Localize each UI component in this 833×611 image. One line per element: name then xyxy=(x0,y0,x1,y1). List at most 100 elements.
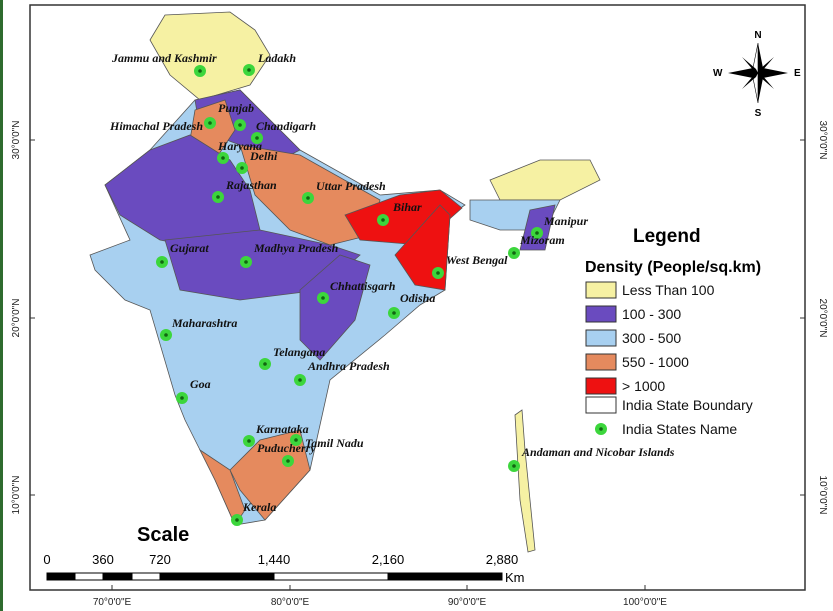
state-point-center xyxy=(247,68,251,72)
legend-swatch xyxy=(585,377,617,395)
compass-needle xyxy=(742,57,758,73)
scale-unit: Km xyxy=(505,570,525,585)
compass-w: W xyxy=(713,68,723,79)
region xyxy=(299,254,371,361)
compass-s: S xyxy=(755,108,762,119)
compass-n: N xyxy=(754,30,761,41)
latitude-label: 20°0'0"N xyxy=(817,299,828,338)
legend-swatch xyxy=(585,396,617,414)
state-point-center xyxy=(294,438,298,442)
state-label: Andaman and Nicobar Islands xyxy=(521,445,675,459)
state-label: Punjab xyxy=(218,101,254,115)
legend-swatch xyxy=(585,305,617,323)
region xyxy=(229,429,311,521)
legend-label: 100 - 300 xyxy=(622,306,681,322)
state-label: Jammu and Kashmir xyxy=(111,51,217,65)
state-label: Himachal Pradesh xyxy=(109,119,203,133)
compass-needle xyxy=(728,68,758,78)
state-label: West Bengal xyxy=(446,253,508,267)
scale-tick-label: 720 xyxy=(149,552,171,567)
state-label: Rajasthan xyxy=(225,178,277,192)
latitude-label: 20°0'0"N xyxy=(11,299,22,338)
state-label: Telangana xyxy=(273,345,325,359)
longitude-label: 90°0'0"E xyxy=(448,597,487,608)
state-point-center xyxy=(164,333,168,337)
state-point-center xyxy=(198,69,202,73)
compass-needle xyxy=(742,73,758,89)
legend-title: Legend xyxy=(633,226,701,247)
state-label: Delhi xyxy=(249,149,278,163)
state-label: Tamil Nadu xyxy=(305,436,364,450)
state-point-center xyxy=(321,296,325,300)
legend-swatch xyxy=(585,281,617,299)
longitude-label: 80°0'0"E xyxy=(271,597,310,608)
state-label: Odisha xyxy=(400,291,435,305)
longitude-label: 70°0'0"E xyxy=(93,597,132,608)
legend-swatch xyxy=(585,353,617,371)
state-point-center xyxy=(392,311,396,315)
compass-needle xyxy=(758,57,774,73)
region xyxy=(104,134,261,251)
state-label: Bihar xyxy=(392,200,422,214)
scale-segment xyxy=(131,572,161,581)
state-label: Chhattisgarh xyxy=(330,279,396,293)
state-label: Mizoram xyxy=(519,233,565,247)
state-regions xyxy=(89,11,601,553)
legend-point-center xyxy=(599,427,603,431)
state-label: Manipur xyxy=(543,214,588,228)
state-label: Chandigarh xyxy=(256,119,316,133)
state-point-center xyxy=(180,396,184,400)
state-label: Uttar Pradesh xyxy=(316,179,386,193)
state-label: Puducherry xyxy=(257,441,316,455)
latitude-label: 30°0'0"N xyxy=(817,121,828,160)
state-point-center xyxy=(306,196,310,200)
legend-label: India States Name xyxy=(622,421,737,437)
scale-tick-label: 0 xyxy=(43,552,50,567)
region xyxy=(514,409,536,553)
scale-segment xyxy=(387,572,503,581)
state-label: Andhra Pradesh xyxy=(307,359,390,373)
state-point-center xyxy=(381,218,385,222)
scale-tick-label: 1,440 xyxy=(258,552,291,567)
compass: N S E W xyxy=(713,30,801,119)
scale-segment xyxy=(273,572,389,581)
state-point-center xyxy=(512,251,516,255)
scale-tick-label: 2,880 xyxy=(486,552,519,567)
compass-e: E xyxy=(794,68,801,79)
scale-segment xyxy=(74,572,104,581)
latitude-label: 30°0'0"N xyxy=(11,121,22,160)
state-point-center xyxy=(436,271,440,275)
state-point-center xyxy=(535,231,539,235)
scale-segment xyxy=(102,572,133,581)
state-label: Goa xyxy=(190,377,211,391)
state-point-center xyxy=(247,439,251,443)
state-label: Gujarat xyxy=(170,241,209,255)
state-label: Madhya Pradesh xyxy=(253,241,339,255)
compass-needle xyxy=(758,73,774,89)
legend-swatch xyxy=(585,329,617,347)
latitude-label: 10°0'0"N xyxy=(11,476,22,515)
scale-segment xyxy=(159,572,275,581)
state-point-center xyxy=(263,362,267,366)
state-label: Ladakh xyxy=(257,51,296,65)
scale-title: Scale xyxy=(137,524,189,546)
legend-label: > 1000 xyxy=(622,378,665,394)
legend-label: 550 - 1000 xyxy=(622,354,689,370)
state-label: Kerala xyxy=(242,500,276,514)
state-point-center xyxy=(244,260,248,264)
scale-tick-label: 2,160 xyxy=(372,552,405,567)
state-point-center xyxy=(221,156,225,160)
compass-needle xyxy=(758,68,788,78)
state-point-center xyxy=(298,378,302,382)
edge-stripe xyxy=(0,0,3,611)
region xyxy=(149,11,271,101)
longitude-label: 100°0'0"E xyxy=(623,597,667,608)
state-point-center xyxy=(286,459,290,463)
state-label: Maharashtra xyxy=(171,316,237,330)
state-point-center xyxy=(160,260,164,264)
state-point-center xyxy=(255,136,259,140)
state-label: Haryana xyxy=(217,139,262,153)
